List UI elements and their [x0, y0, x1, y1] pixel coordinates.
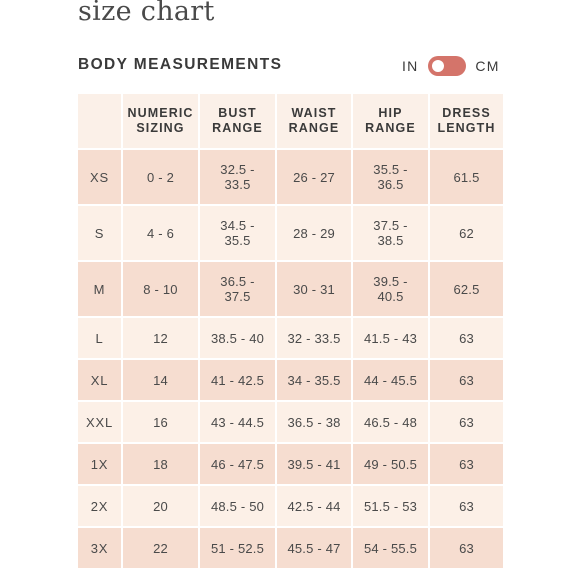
hip-cell: 41.5 - 43 [353, 318, 430, 360]
header-waist-range: WAIST RANGE [277, 94, 353, 150]
numeric-cell: 12 [123, 318, 200, 360]
bust-cell: 41 - 42.5 [200, 360, 277, 402]
bust-cell: 48.5 - 50 [200, 486, 277, 528]
table-row: XXL 16 43 - 44.5 36.5 - 38 46.5 - 48 63 [78, 402, 503, 444]
table-row: XS 0 - 2 32.5 -33.5 26 - 27 35.5 -36.5 6… [78, 150, 503, 206]
dress-cell: 62 [430, 206, 503, 262]
header-bust-range: BUST RANGE [200, 94, 277, 150]
size-cell: 2X [78, 486, 123, 528]
bust-cell: 43 - 44.5 [200, 402, 277, 444]
numeric-cell: 4 - 6 [123, 206, 200, 262]
numeric-cell: 22 [123, 528, 200, 570]
table-row: 1X 18 46 - 47.5 39.5 - 41 49 - 50.5 63 [78, 444, 503, 486]
numeric-cell: 0 - 2 [123, 150, 200, 206]
table-row: XL 14 41 - 42.5 34 - 35.5 44 - 45.5 63 [78, 360, 503, 402]
hip-cell: 49 - 50.5 [353, 444, 430, 486]
numeric-cell: 8 - 10 [123, 262, 200, 318]
table-row: 2X 20 48.5 - 50 42.5 - 44 51.5 - 53 63 [78, 486, 503, 528]
size-cell: M [78, 262, 123, 318]
hip-cell: 37.5 -38.5 [353, 206, 430, 262]
size-cell: XL [78, 360, 123, 402]
numeric-cell: 20 [123, 486, 200, 528]
page-title: size chart [78, 0, 215, 27]
hip-cell: 51.5 - 53 [353, 486, 430, 528]
bust-cell: 51 - 52.5 [200, 528, 277, 570]
size-chart-table: NUMERIC SIZING BUST RANGE WAIST RANGE HIP RA… [78, 94, 503, 570]
waist-cell: 26 - 27 [277, 150, 353, 206]
dress-cell: 61.5 [430, 150, 503, 206]
waist-cell: 30 - 31 [277, 262, 353, 318]
hip-cell: 35.5 -36.5 [353, 150, 430, 206]
hip-cell: 39.5 -40.5 [353, 262, 430, 318]
hip-cell: 44 - 45.5 [353, 360, 430, 402]
size-cell: XS [78, 150, 123, 206]
dress-cell: 63 [430, 360, 503, 402]
bust-cell: 36.5 -37.5 [200, 262, 277, 318]
dress-cell: 62.5 [430, 262, 503, 318]
dress-cell: 63 [430, 528, 503, 570]
size-cell: 1X [78, 444, 123, 486]
waist-cell: 36.5 - 38 [277, 402, 353, 444]
waist-cell: 45.5 - 47 [277, 528, 353, 570]
waist-cell: 34 - 35.5 [277, 360, 353, 402]
hip-cell: 54 - 55.5 [353, 528, 430, 570]
bust-cell: 46 - 47.5 [200, 444, 277, 486]
bust-cell: 34.5 -35.5 [200, 206, 277, 262]
unit-toggle[interactable]: IN CM [402, 55, 500, 77]
numeric-cell: 18 [123, 444, 200, 486]
table-row: L 12 38.5 - 40 32 - 33.5 41.5 - 43 63 [78, 318, 503, 360]
dress-cell: 63 [430, 402, 503, 444]
waist-cell: 39.5 - 41 [277, 444, 353, 486]
switch-knob [432, 60, 445, 72]
dress-cell: 63 [430, 444, 503, 486]
header-size [78, 94, 123, 150]
waist-cell: 32 - 33.5 [277, 318, 353, 360]
table-row: 3X 22 51 - 52.5 45.5 - 47 54 - 55.5 63 [78, 528, 503, 570]
header-hip-range: HIP RANGE [353, 94, 430, 150]
unit-label-cm[interactable]: CM [475, 58, 500, 74]
size-cell: 3X [78, 528, 123, 570]
table-row: M 8 - 10 36.5 -37.5 30 - 31 39.5 -40.5 6… [78, 262, 503, 318]
numeric-cell: 16 [123, 402, 200, 444]
size-cell: XXL [78, 402, 123, 444]
waist-cell: 28 - 29 [277, 206, 353, 262]
dress-cell: 63 [430, 318, 503, 360]
size-cell: S [78, 206, 123, 262]
unit-switch[interactable] [428, 56, 467, 76]
section-heading: BODY MEASUREMENTS [78, 56, 283, 73]
size-cell: L [78, 318, 123, 360]
dress-cell: 63 [430, 486, 503, 528]
table-row: S 4 - 6 34.5 -35.5 28 - 29 37.5 -38.5 62 [78, 206, 503, 262]
bust-cell: 38.5 - 40 [200, 318, 277, 360]
header-numeric-sizing: NUMERIC SIZING [123, 94, 200, 150]
hip-cell: 46.5 - 48 [353, 402, 430, 444]
waist-cell: 42.5 - 44 [277, 486, 353, 528]
header-dress-length: DRESS LENGTH [430, 94, 503, 150]
header-row: NUMERIC SIZING BUST RANGE WAIST RANGE HIP RA… [78, 94, 503, 150]
bust-cell: 32.5 -33.5 [200, 150, 277, 206]
numeric-cell: 14 [123, 360, 200, 402]
unit-label-in[interactable]: IN [402, 58, 419, 74]
